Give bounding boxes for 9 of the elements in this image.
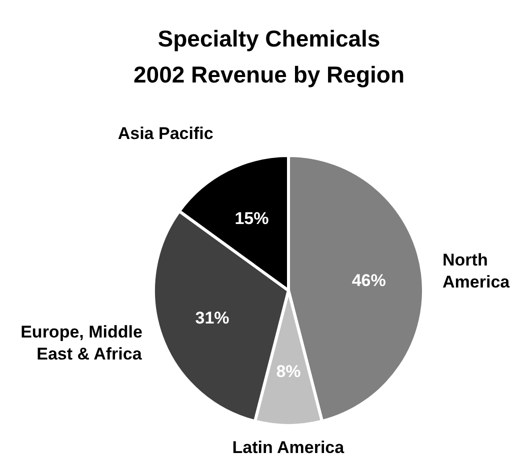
data-label: 15% [234, 208, 269, 228]
slice-label: Asia Pacific [118, 124, 214, 143]
slice-label: Latin America [232, 438, 345, 457]
data-label: 31% [195, 308, 230, 328]
slice-label: North America [442, 250, 510, 292]
data-label: 8% [276, 362, 301, 381]
chart-title: Specialty Chemicals 2002 Revenue by Region [134, 26, 405, 88]
data-label: 46% [352, 270, 386, 290]
slice-label: Europe, Middle East & Africa [20, 322, 142, 364]
